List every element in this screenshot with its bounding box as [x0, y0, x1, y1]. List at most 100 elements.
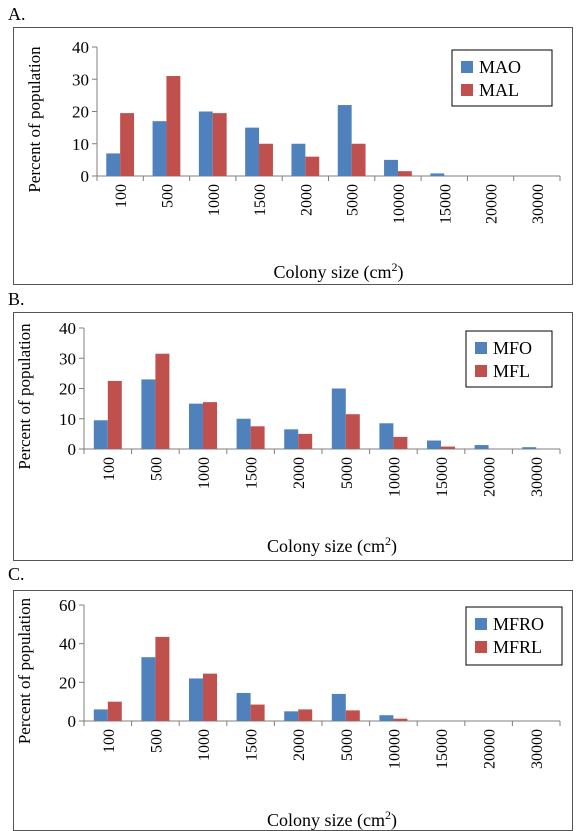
bar-mfrl: [203, 673, 217, 721]
bar-mao: [245, 127, 260, 176]
bar-mfo: [379, 423, 394, 449]
x-tick-label: 15000: [437, 184, 454, 224]
y-tick-label: 40: [59, 635, 76, 654]
bar-mfl: [298, 433, 313, 449]
bar-mfo: [141, 379, 156, 449]
y-tick-label: 30: [59, 349, 76, 368]
bar-mfo: [236, 418, 251, 449]
legend-swatch-mfo: [475, 342, 487, 354]
legend-label-mfl: MFL: [493, 361, 530, 381]
bar-mfro: [189, 678, 203, 721]
x-tick-label: 20000: [482, 729, 499, 769]
x-axis-label: Colony size (cm2): [274, 260, 404, 283]
bar-mfo: [331, 388, 346, 449]
x-tick-label: 15000: [434, 729, 451, 769]
panel-a-label: A.: [8, 4, 26, 24]
bar-mal: [259, 143, 273, 176]
y-tick-label: 10: [72, 135, 89, 154]
bar-mfro: [93, 709, 108, 721]
bar-mfro: [141, 657, 156, 721]
x-axis-label: Colony size (cm2): [267, 534, 397, 557]
legend-box: [465, 606, 563, 666]
x-tick-label: 500: [159, 184, 176, 208]
legend-box: [451, 49, 553, 107]
bar-mao: [337, 105, 352, 176]
x-tick-label: 2000: [298, 184, 315, 216]
bar-mfrl: [345, 710, 360, 721]
x-tick-label: 1500: [252, 184, 269, 216]
legend-label-mfrl: MFRL: [493, 637, 542, 657]
bar-mal: [212, 113, 227, 176]
y-axis-label: Percent of population: [15, 597, 34, 744]
legend-swatch-mfro: [475, 618, 487, 630]
panel-b-frame: [13, 312, 573, 561]
bar-mao: [152, 121, 167, 176]
x-tick-label: 1500: [244, 729, 261, 761]
x-tick-label: 30000: [529, 729, 546, 769]
chart-1: 0 10 20 30 40 100 500 1000 1500 2000 5000 10000 1500…: [15, 319, 561, 557]
bar-mfo: [427, 440, 441, 449]
bar-mfrl: [298, 709, 313, 721]
legend-label-mal: MAL: [479, 80, 519, 100]
bar-mfo: [474, 445, 489, 449]
chart-0: 0 10 20 30 40 100 500 1000 1500 2000 5000 10000 1500…: [25, 38, 561, 283]
bar-mfl: [203, 402, 217, 449]
bar-mfl: [250, 426, 265, 449]
bar-mfl: [107, 380, 122, 449]
y-tick-label: 30: [72, 70, 89, 89]
x-tick-label: 2000: [291, 729, 308, 761]
bar-mal: [305, 156, 320, 176]
bar-mfro: [284, 711, 299, 721]
bar-mao: [384, 159, 398, 176]
bar-mfo: [522, 447, 537, 449]
x-tick-label: 10000: [386, 729, 403, 769]
x-tick-label: 100: [101, 729, 118, 753]
bar-mal: [120, 113, 135, 176]
y-tick-label: 20: [59, 380, 76, 399]
x-tick-label: 15000: [434, 457, 451, 497]
x-tick-label: 100: [101, 457, 118, 481]
chart-2: 0 20 40 60 100 500 1000 1500 2000 5000 10000 15000 2…: [15, 596, 563, 831]
legend-label-mfo: MFO: [493, 338, 532, 358]
bar-mao: [198, 111, 213, 176]
x-tick-label: 500: [148, 729, 165, 753]
y-tick-label: 60: [59, 596, 76, 615]
bar-mfrl: [107, 701, 122, 721]
y-tick-label: 0: [68, 712, 77, 731]
x-tick-label: 1000: [196, 457, 213, 489]
x-tick-label: 2000: [291, 457, 308, 489]
x-axis-label: Colony size (cm2): [267, 808, 397, 831]
bar-mfo: [93, 420, 108, 449]
x-tick-label: 500: [148, 457, 165, 481]
panel-b-label: B.: [8, 289, 25, 309]
legend-swatch-mal: [461, 84, 473, 96]
legend-label-mao: MAO: [479, 57, 521, 77]
y-tick-label: 40: [72, 38, 89, 57]
x-tick-label: 1500: [244, 457, 261, 489]
bar-mfro: [379, 715, 394, 721]
bar-mao: [106, 153, 121, 176]
panel-c-label: C.: [8, 564, 25, 584]
x-tick-label: 1000: [196, 729, 213, 761]
legend-label-mfro: MFRO: [493, 614, 544, 634]
bar-mao: [291, 143, 306, 176]
y-tick-label: 0: [81, 167, 90, 186]
bar-mao: [430, 173, 445, 176]
y-tick-label: 20: [72, 103, 89, 122]
y-axis-label: Percent of population: [15, 323, 34, 470]
bar-mfrl: [393, 718, 408, 721]
y-tick-label: 40: [59, 319, 76, 338]
bar-mfo: [189, 403, 203, 449]
bar-mfrl: [250, 704, 265, 721]
bar-mfl: [345, 414, 360, 449]
x-tick-label: 10000: [391, 184, 408, 224]
bar-mfrl: [155, 636, 170, 721]
y-tick-label: 20: [59, 673, 76, 692]
x-tick-label: 20000: [482, 457, 499, 497]
y-tick-label: 0: [68, 440, 77, 459]
bar-mal: [166, 76, 181, 176]
legend-box: [465, 330, 553, 388]
y-tick-label: 10: [59, 410, 76, 429]
x-tick-label: 100: [113, 184, 130, 208]
